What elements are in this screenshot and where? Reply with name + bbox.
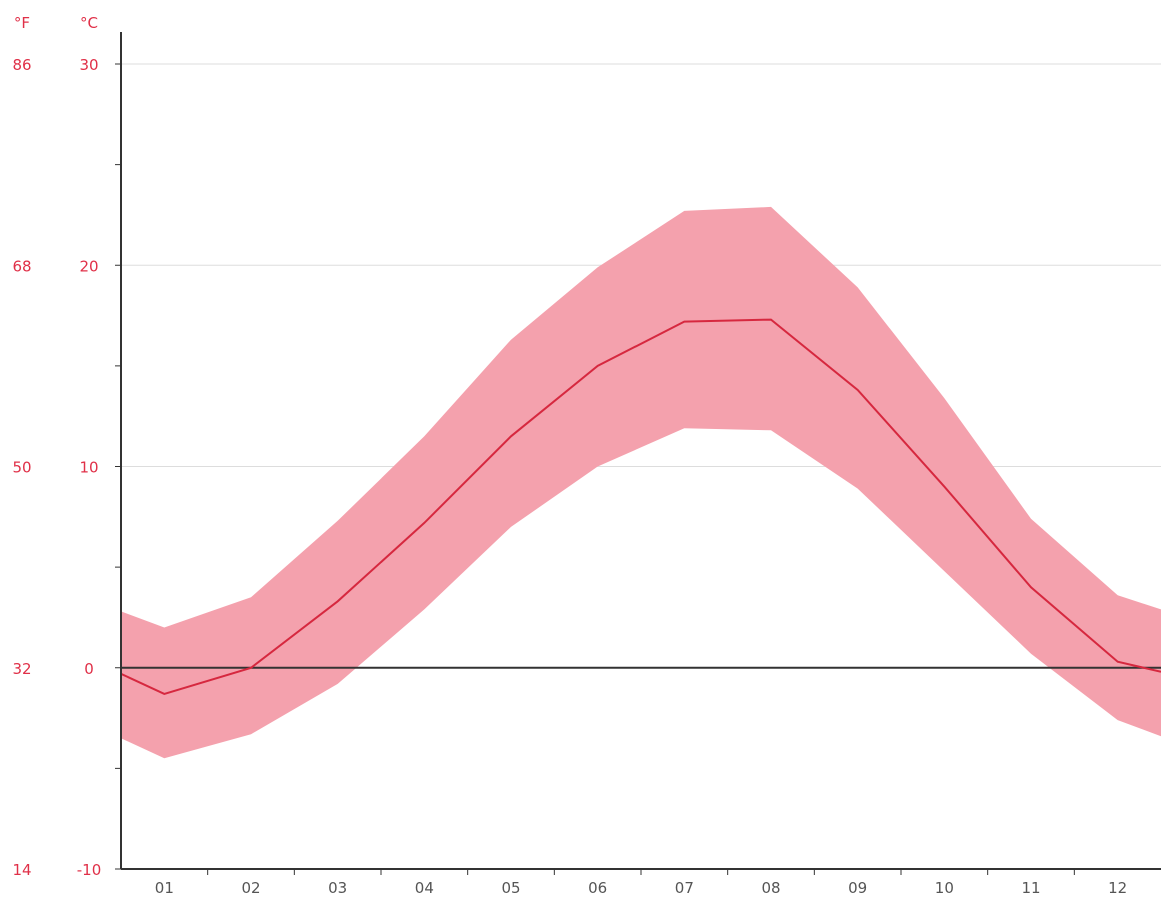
fahrenheit-tick-label: 50 [12,459,31,477]
temperature-range-band [121,206,1161,759]
celsius-unit-label: °C [80,14,98,32]
fahrenheit-tick-label: 14 [12,861,31,879]
x-axis-label: 12 [1108,879,1127,897]
x-axis-label: 11 [1021,879,1040,897]
celsius-tick-label: 20 [79,257,98,275]
x-axis-label: 10 [935,879,954,897]
fahrenheit-tick-label: 86 [12,56,31,74]
y-axis-labels: 86 68 50 32 14 30 20 10 0 -10 [12,56,101,879]
x-axis-label: 08 [761,879,780,897]
x-axis-label: 05 [501,879,520,897]
fahrenheit-tick-label: 68 [12,257,31,275]
average-temperature-line [120,318,1161,695]
x-axis-label: 01 [155,879,174,897]
celsius-tick-label: 30 [79,56,98,74]
fahrenheit-unit-label: °F [14,14,30,32]
axis-ticks [115,63,1075,875]
x-axis-label: 07 [675,879,694,897]
x-axis-label: 04 [415,879,434,897]
celsius-tick-label: 0 [84,660,94,678]
celsius-tick-label: -10 [77,861,102,879]
x-axis-label: 06 [588,879,607,897]
x-axis-label: 09 [848,879,867,897]
x-axis-labels: 01 02 03 04 05 06 07 08 09 10 11 12 [155,879,1127,897]
fahrenheit-tick-label: 32 [12,660,31,678]
x-axis-label: 03 [328,879,347,897]
celsius-tick-label: 10 [79,459,98,477]
x-axis-label: 02 [241,879,260,897]
